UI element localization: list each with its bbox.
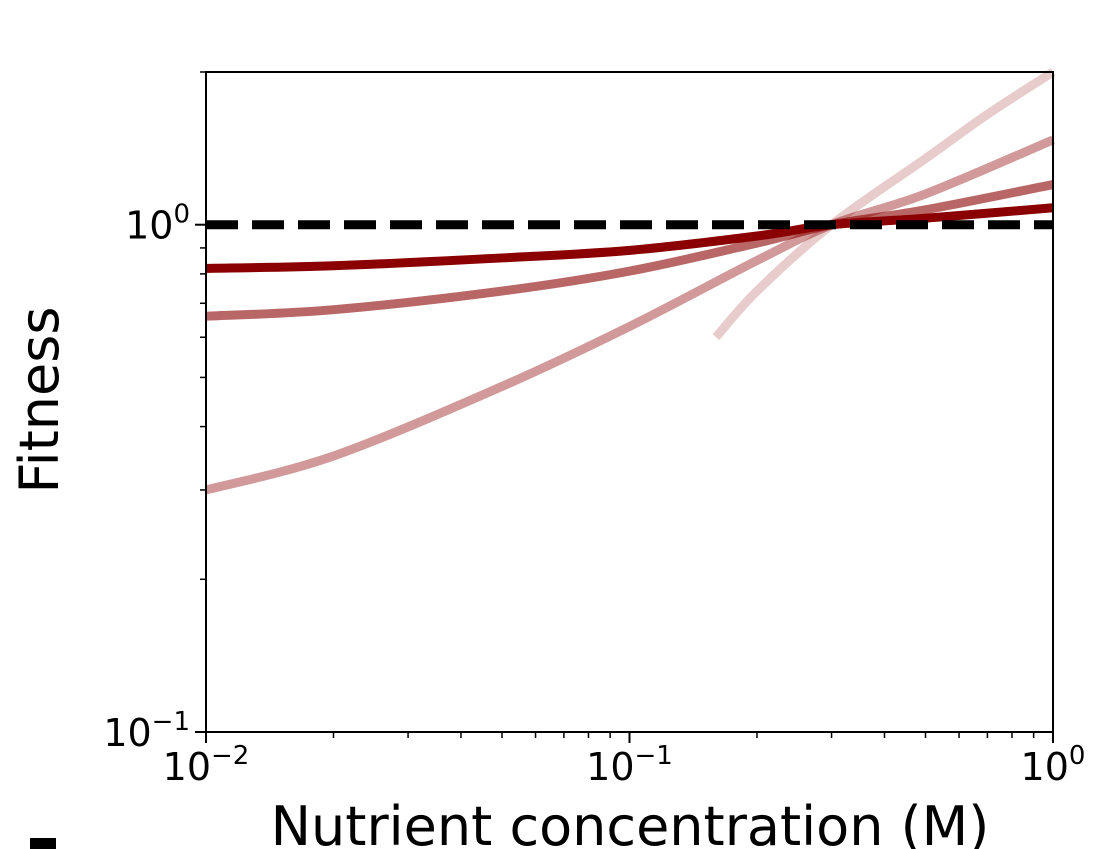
series-line-3 — [712, 68, 1056, 341]
x-tick-label: 10−1 — [586, 741, 673, 789]
series-line-1 — [205, 180, 1054, 321]
x-tick-label: 100 — [1021, 741, 1086, 789]
series-line-0 — [205, 203, 1054, 273]
major-ticks — [195, 223, 1054, 743]
series-layer — [204, 68, 1056, 495]
y-tick-label: 100 — [125, 200, 190, 248]
edge-mark — [30, 838, 56, 849]
y-axis-label: Fitness — [8, 306, 71, 493]
x-axis-label: Nutrient concentration (M) — [271, 795, 990, 849]
series-line-2 — [204, 135, 1055, 495]
x-tick-label: 10−2 — [163, 741, 250, 789]
y-tick-label: 10−1 — [103, 707, 190, 755]
plot-frame — [205, 71, 1054, 733]
